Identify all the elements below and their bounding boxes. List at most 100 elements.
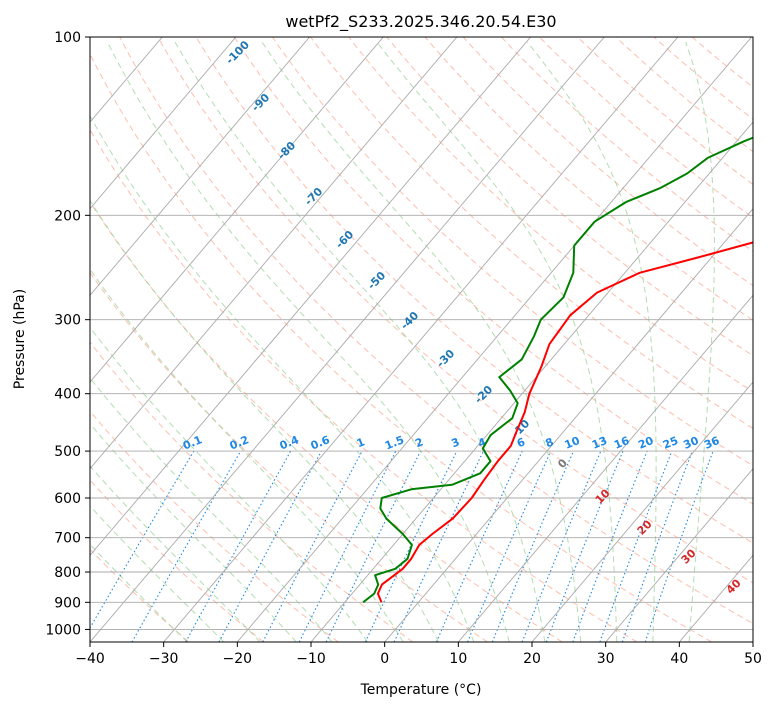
isotherm-label: -90: [249, 91, 272, 114]
dry-adiabat: [539, 37, 753, 219]
dry-adiabat: [348, 37, 753, 393]
dry-adiabat: [271, 37, 753, 467]
mixing-ratio-line: [644, 450, 714, 642]
dry-adiabat: [157, 37, 753, 584]
moist-adiabat: [90, 505, 225, 642]
moist-adiabat: [527, 41, 657, 642]
mixing-ratio-label: 20: [636, 434, 655, 452]
dry-adiabat: [90, 341, 414, 642]
x-tick-label: 30: [597, 651, 615, 667]
mixing-ratio-line: [185, 450, 292, 642]
moist-adiabat: [261, 41, 582, 642]
moist-adiabat: [685, 41, 715, 642]
mixing-ratio-label: 0.1: [181, 433, 204, 452]
mixing-ratio-line: [521, 450, 602, 642]
mixing-ratio-label: 8: [544, 435, 556, 450]
isotherm-line: [90, 37, 237, 210]
moist-adiabat: [90, 326, 369, 642]
moist-adiabat: [90, 465, 261, 642]
mixing-ratio-label: 3: [450, 435, 462, 450]
dry-adiabat: [90, 410, 339, 642]
y-tick-label: 900: [54, 595, 81, 611]
moist-adiabat: [90, 423, 297, 642]
mixing-ratio-label: 36: [702, 434, 721, 452]
isotherm-line: [90, 37, 310, 297]
isotherm-label: -70: [302, 185, 325, 208]
mixing-ratio-line: [621, 450, 693, 642]
dry-adiabat: [195, 37, 753, 544]
y-tick-label: 400: [54, 387, 81, 403]
mixing-ratio-label: 25: [661, 434, 680, 452]
y-tick-label: 1000: [45, 622, 81, 638]
isotherm-line: [90, 37, 531, 556]
y-tick-label: 200: [54, 208, 81, 224]
isotherm-line: [752, 641, 753, 642]
mixing-ratio-line: [325, 450, 422, 642]
mixing-ratio-label: 0.2: [228, 433, 251, 452]
dry-adiabat: [653, 37, 753, 120]
chart-title: wetPf2_S233.2025.346.20.54.E30: [285, 12, 556, 32]
mixing-ratio-line: [435, 450, 523, 642]
isotherm-label: -100: [223, 38, 252, 67]
dry-adiabat: [90, 128, 638, 642]
grid-lines: [90, 37, 753, 642]
mixing-ratio-label: 0.6: [309, 433, 332, 452]
isotherm-line: [90, 37, 458, 470]
mixing-ratio-label: 30: [682, 434, 701, 452]
moist-adiabat: [376, 41, 618, 642]
isotherm-label: -20: [472, 383, 495, 406]
mixing-ratio-label: 16: [612, 434, 631, 452]
mixing-ratio-label: 0.4: [278, 433, 301, 452]
isotherm-label: 0: [555, 456, 570, 471]
isotherm-label: -60: [333, 228, 356, 251]
y-axis-label: Pressure (hPa): [12, 289, 28, 389]
y-tick-label: 700: [54, 531, 81, 547]
plot-frame: [89, 36, 754, 643]
dry-adiabat: [90, 53, 712, 642]
y-axis: 100 200 300 400 500 600 700 800 900 1000: [45, 30, 90, 638]
mixing-ratio-line: [466, 450, 552, 642]
y-tick-label: 500: [54, 444, 81, 460]
isotherm-label: -50: [365, 269, 388, 292]
isotherm-label: 20: [635, 517, 655, 537]
mixing-ratio-label: 10: [563, 434, 582, 452]
isotherm-line: [90, 37, 384, 383]
dry-adiabat: [119, 37, 753, 625]
mixing-ratio-line: [131, 450, 242, 642]
x-tick-label: 0: [380, 651, 389, 667]
x-tick-label: −10: [296, 651, 326, 667]
isotherm-line: [310, 121, 753, 642]
dry-adiabat: [615, 37, 753, 153]
dry-adiabat: [386, 37, 753, 357]
mixing-ratio-line: [393, 450, 484, 642]
dewpoint-line: [362, 136, 753, 604]
y-tick-label: 300: [54, 313, 81, 329]
moist-adiabat: [90, 543, 188, 642]
isotherm-line: [457, 294, 753, 642]
y-tick-label: 600: [54, 491, 81, 507]
mixing-ratio-line: [90, 450, 195, 629]
mixing-ratio-line: [491, 450, 575, 642]
isotherm-label: -30: [434, 347, 457, 370]
x-tick-label: 40: [670, 651, 688, 667]
moist-adiabat: [107, 41, 510, 642]
x-tick-label: −30: [149, 651, 179, 667]
isotherm-line: [605, 467, 753, 642]
isotherm-line: [236, 37, 752, 642]
x-tick-label: 10: [449, 651, 467, 667]
mixing-ratio-line: [545, 450, 624, 642]
moist-adiabat: [90, 377, 333, 642]
isotherm-line: [531, 381, 753, 642]
isotherm-label: 10: [593, 486, 613, 506]
x-tick-label: −40: [75, 651, 105, 667]
y-tick-label: 100: [54, 30, 81, 46]
mixing-ratio-label: 1.5: [383, 433, 406, 452]
background-lines: [90, 37, 753, 642]
mixing-ratio-label: 13: [590, 434, 609, 452]
mixing-ratio-label: 1: [355, 435, 367, 450]
dry-adiabat: [462, 37, 753, 287]
dry-adiabat: [577, 37, 753, 186]
mixing-ratio-label: 2: [413, 435, 425, 450]
